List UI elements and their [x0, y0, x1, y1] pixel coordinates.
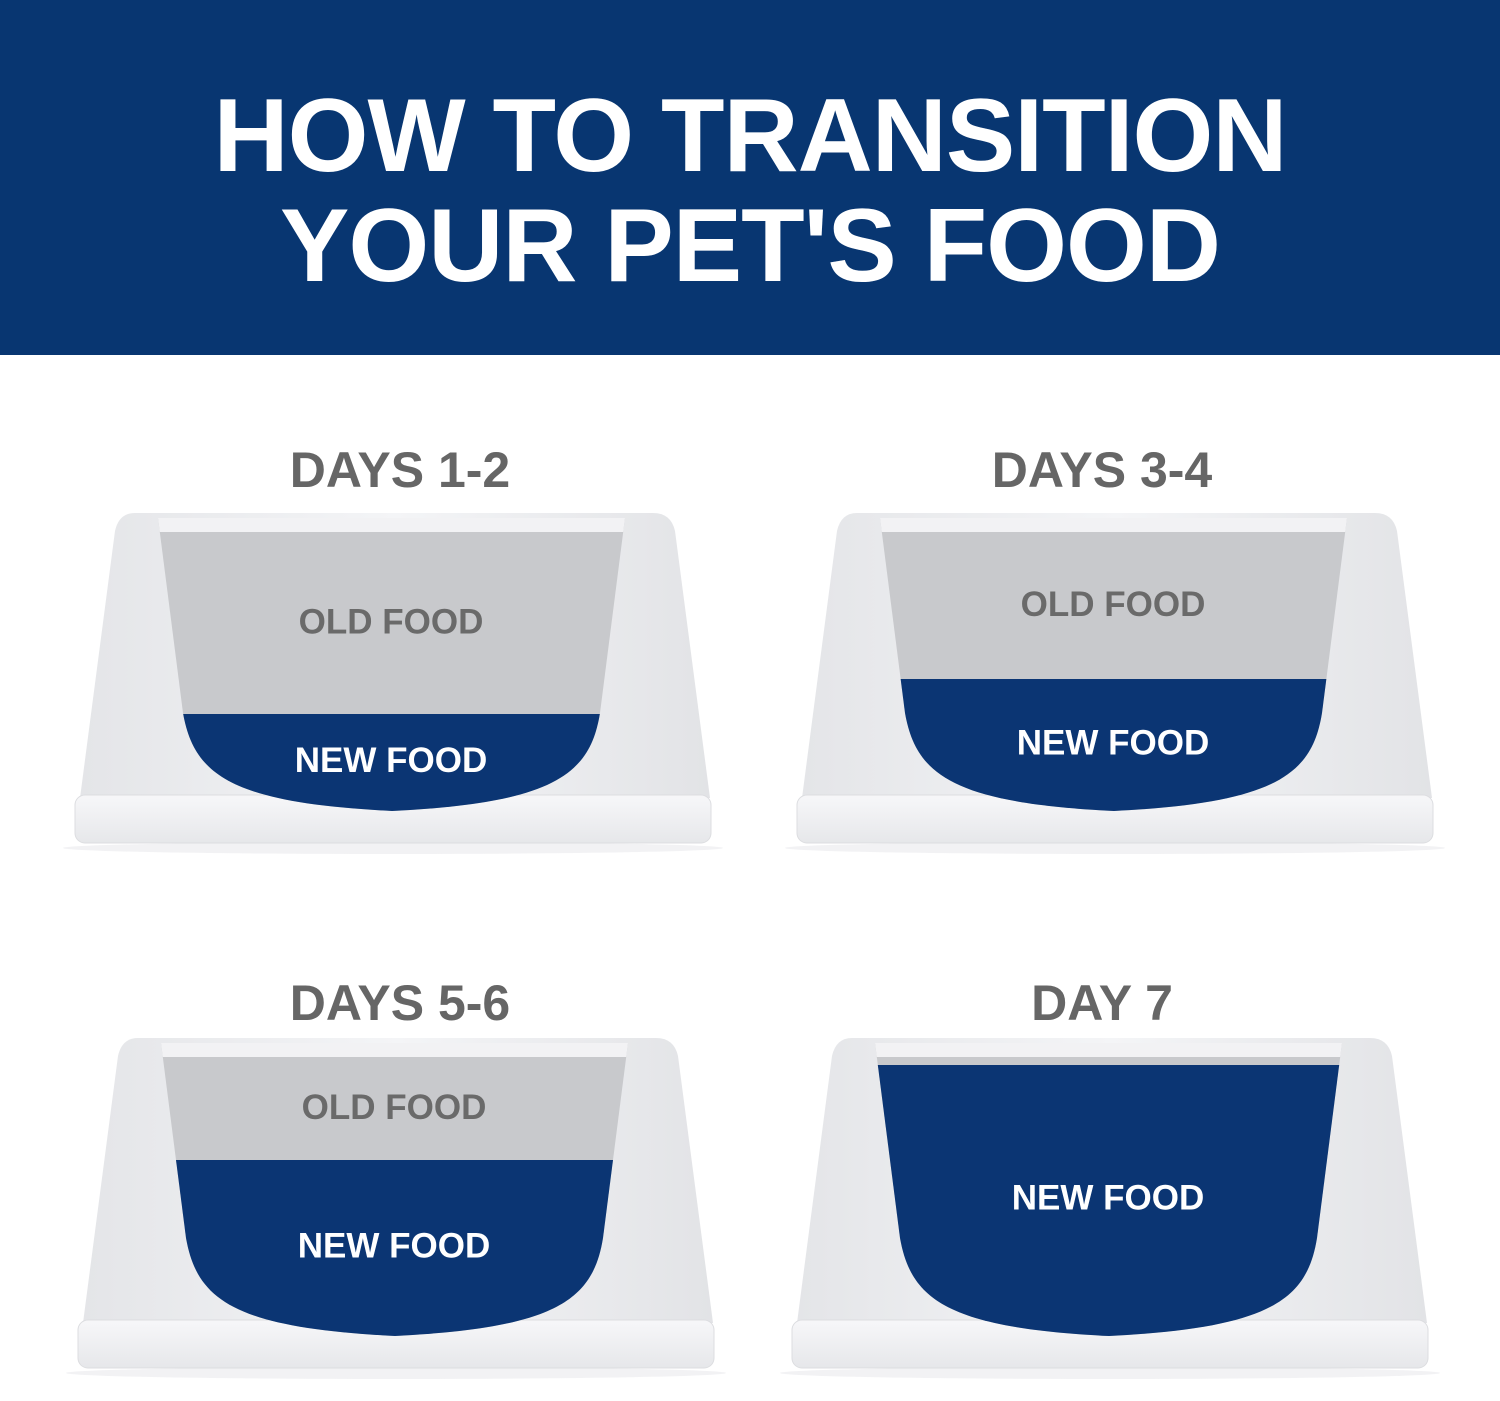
new-food-fill: [875, 1065, 1342, 1336]
old-food-label: OLD FOOD: [302, 1088, 487, 1127]
step-2-days: DAYS 3-4: [991, 442, 1213, 498]
title-line-2: YOUR PET'S FOOD: [279, 188, 1221, 304]
bowl-step-1: OLD FOOD NEW FOOD: [63, 513, 723, 854]
title-line-1: HOW TO TRANSITION: [213, 78, 1287, 194]
bowl-shadow: [780, 1367, 1440, 1379]
bowl-step-4: NEW FOOD: [780, 1038, 1440, 1379]
step-4-days: DAY 7: [1031, 975, 1173, 1031]
bowl-shadow: [785, 842, 1445, 854]
header-banner: HOW TO TRANSITION YOUR PET'S FOOD: [0, 0, 1500, 355]
bowl-inner-lip: [161, 1043, 628, 1057]
bowl-shadow: [66, 1367, 726, 1379]
new-food-label: NEW FOOD: [1012, 1178, 1204, 1217]
bowl-inner-lip: [875, 1043, 1342, 1057]
step-3-days: DAYS 5-6: [289, 975, 511, 1031]
bowl-step-2: OLD FOOD NEW FOOD: [785, 513, 1445, 854]
new-food-label: NEW FOOD: [1017, 723, 1209, 762]
step-1-days: DAYS 1-2: [289, 442, 511, 498]
old-food-label: OLD FOOD: [299, 602, 484, 641]
bowl-shadow: [63, 842, 723, 854]
old-food-label: OLD FOOD: [1021, 585, 1206, 624]
new-food-label: NEW FOOD: [298, 1226, 490, 1265]
new-food-fill: [161, 1160, 628, 1336]
bowl-inner-lip: [158, 518, 625, 532]
bowl-step-3: OLD FOOD NEW FOOD: [66, 1038, 726, 1379]
bowl-inner-lip: [880, 518, 1347, 532]
new-food-label: NEW FOOD: [295, 741, 487, 780]
